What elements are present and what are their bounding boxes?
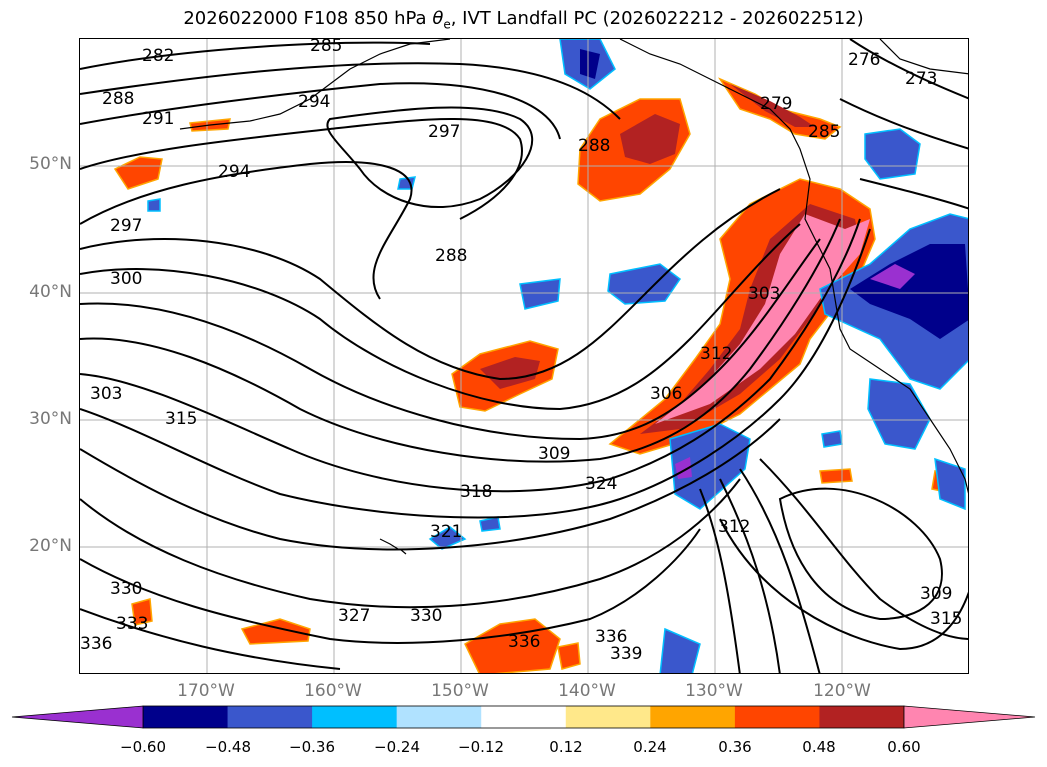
colorbar-tick-label: 0.12	[549, 738, 583, 756]
lat-label-30n: 30°N	[29, 409, 72, 429]
contour-label: 336	[595, 627, 627, 647]
lon-label-150w: 150°W	[431, 681, 489, 701]
contour-label: 312	[718, 517, 750, 537]
contour-label: 321	[430, 522, 462, 542]
colorbar-cell	[481, 706, 567, 728]
colorbar-tick-label: 0.48	[802, 738, 836, 756]
colorbar-cell	[650, 706, 736, 728]
contour-label: 297	[110, 216, 142, 236]
lat-label-50n: 50°N	[29, 154, 72, 174]
contour-label: 336	[80, 634, 112, 654]
colorbar-tick-label: 0.60	[887, 738, 921, 756]
map-panel: 282 285 288 291 294 297 297 294 288 300 …	[79, 38, 969, 674]
colorbar-cells	[142, 705, 905, 729]
lon-label-120w: 120°W	[813, 681, 871, 701]
chart-title: 2026022000 F108 850 hPa θe, IVT Landfall…	[183, 8, 864, 32]
contour-label: 282	[142, 46, 174, 66]
contour-label: 273	[905, 69, 937, 89]
contour-label: 285	[310, 39, 342, 56]
contour-label: 294	[298, 92, 330, 112]
colorbar-cell	[396, 706, 482, 728]
contour-label: 339	[610, 644, 642, 664]
colorbar-over-arrow	[903, 705, 1036, 729]
contour-label: 288	[578, 136, 610, 156]
lon-label-130w: 130°W	[685, 681, 743, 701]
colorbar-cell	[227, 706, 313, 728]
contour-label: 291	[142, 109, 174, 129]
contour-label: 312	[700, 344, 732, 364]
colorbar	[11, 705, 1036, 729]
contour-label: 333	[116, 614, 148, 634]
graticule	[80, 39, 968, 673]
contour-label: 318	[460, 482, 492, 502]
colorbar-tick-label: −0.24	[374, 738, 420, 756]
contour-label: 303	[90, 384, 122, 404]
coastline	[179, 39, 968, 555]
contour-label: 294	[218, 162, 250, 182]
colorbar-tick-label: −0.36	[289, 738, 335, 756]
contour-label: 303	[748, 284, 780, 304]
colorbar-cell	[819, 706, 905, 728]
contour-label: 315	[930, 609, 962, 629]
colorbar-tick-label: −0.60	[120, 738, 166, 756]
contour-label: 327	[338, 606, 370, 626]
lat-label-40n: 40°N	[29, 282, 72, 302]
contour-label: 306	[650, 384, 682, 404]
contour-label: 315	[165, 409, 197, 429]
colorbar-tick-label: −0.12	[458, 738, 504, 756]
contour-label: 276	[848, 50, 880, 70]
colorbar-cell	[312, 706, 398, 728]
colorbar-cell	[565, 706, 651, 728]
contour-labels: 282 285 288 291 294 297 297 294 288 300 …	[80, 39, 962, 664]
colorbar-under-arrow	[11, 705, 144, 729]
colorbar-tick-label: 0.24	[633, 738, 667, 756]
contour-label: 330	[410, 606, 442, 626]
contour-label: 297	[428, 122, 460, 142]
contour-label: 288	[102, 89, 134, 109]
contour-label: 336	[508, 632, 540, 652]
contour-label: 285	[808, 122, 840, 142]
contour-label: 330	[110, 579, 142, 599]
lon-label-160w: 160°W	[304, 681, 362, 701]
contour-label: 288	[435, 246, 467, 266]
theta-e-contours	[80, 39, 968, 673]
contour-label: 309	[538, 444, 570, 464]
contour-label: 279	[760, 94, 792, 114]
contour-label: 300	[110, 269, 142, 289]
map-canvas: 282 285 288 291 294 297 297 294 288 300 …	[80, 39, 968, 673]
contour-label: 324	[585, 474, 617, 494]
colorbar-cell	[143, 706, 229, 728]
lon-label-170w: 170°W	[177, 681, 235, 701]
lat-label-20n: 20°N	[29, 536, 72, 556]
colorbar-cell	[734, 706, 820, 728]
lon-label-140w: 140°W	[558, 681, 616, 701]
colorbar-tick-label: −0.48	[205, 738, 251, 756]
contour-label: 309	[920, 584, 952, 604]
colorbar-tick-label: 0.36	[718, 738, 752, 756]
